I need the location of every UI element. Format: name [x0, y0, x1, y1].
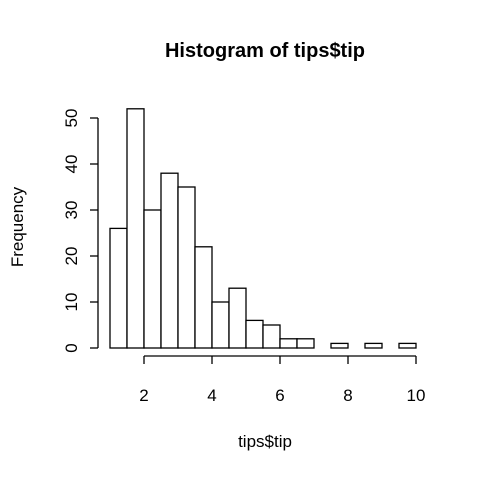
- y-axis-label: Frequency: [8, 186, 27, 267]
- histogram-bar-17: [399, 343, 416, 348]
- histogram-bar-1: [127, 109, 144, 348]
- y-tick-label-30: 30: [62, 201, 81, 220]
- y-tick-label-10: 10: [62, 293, 81, 312]
- y-tick-label-50: 50: [62, 109, 81, 128]
- x-axis-label: tips$tip: [238, 432, 292, 451]
- histogram-bar-13: [331, 343, 348, 348]
- x-tick-label-8: 8: [343, 386, 352, 405]
- bars-group: [110, 109, 416, 348]
- y-tick-label-20: 20: [62, 247, 81, 266]
- histogram-bar-5: [195, 247, 212, 348]
- histogram-bar-2: [144, 210, 161, 348]
- y-tick-label-40: 40: [62, 155, 81, 174]
- x-tick-label-2: 2: [139, 386, 148, 405]
- histogram-bar-11: [297, 339, 314, 348]
- x-tick-label-4: 4: [207, 386, 216, 405]
- histogram-bar-10: [280, 339, 297, 348]
- histogram-bar-6: [212, 302, 229, 348]
- histogram-bar-8: [246, 320, 263, 348]
- chart-title: Histogram of tips$tip: [165, 40, 365, 62]
- histogram-bar-3: [161, 173, 178, 348]
- x-tick-label-10: 10: [407, 386, 426, 405]
- histogram-bar-9: [263, 325, 280, 348]
- y-tick-label-0: 0: [62, 343, 81, 352]
- y-axis: 0 10 20 30 40 50: [62, 109, 98, 353]
- histogram-bar-7: [229, 288, 246, 348]
- x-axis: 2 4 6 8 10: [139, 356, 425, 405]
- x-tick-label-6: 6: [275, 386, 284, 405]
- histogram-bar-4: [178, 187, 195, 348]
- histogram-bar-15: [365, 343, 382, 348]
- histogram-bar-0: [110, 228, 127, 348]
